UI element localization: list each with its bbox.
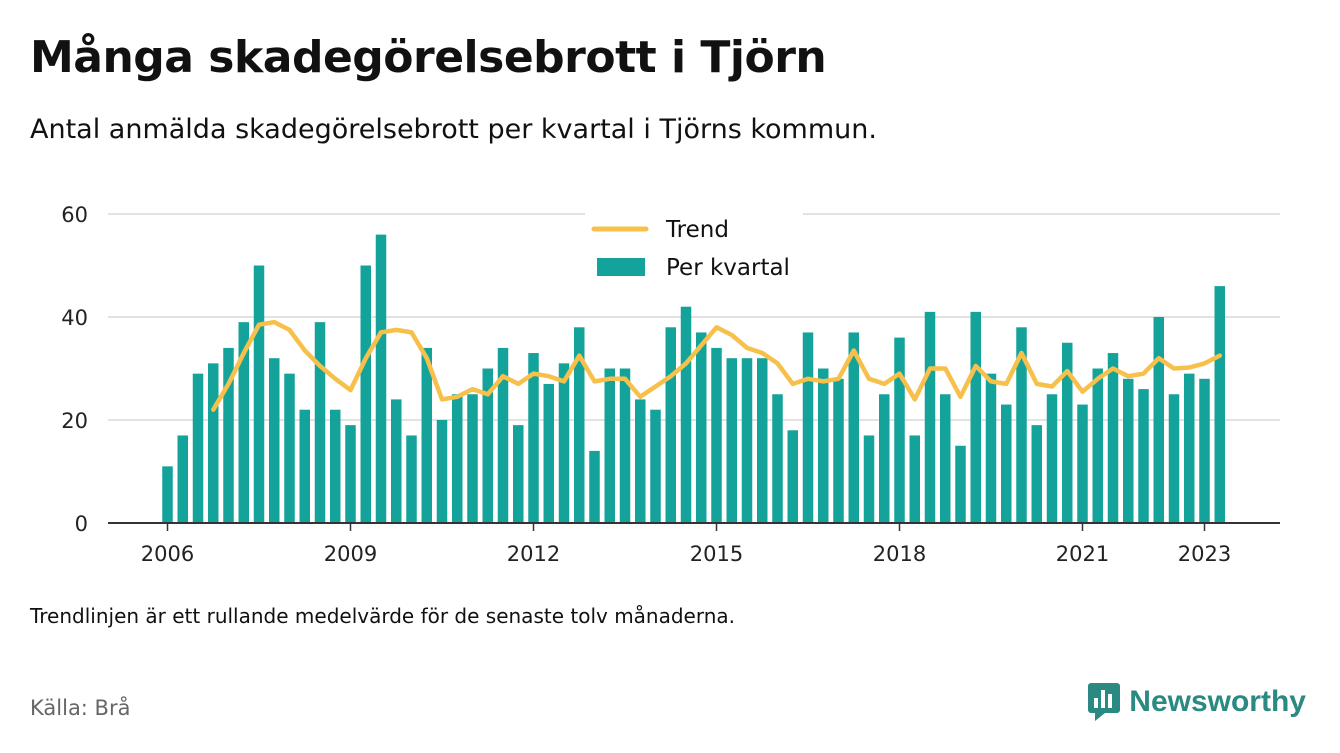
bar: [467, 394, 478, 523]
bar: [360, 265, 371, 523]
bar: [528, 353, 539, 523]
bar: [421, 347, 432, 523]
bar: [955, 445, 966, 523]
bar: [970, 311, 981, 523]
bar: [1199, 378, 1210, 523]
bar: [665, 327, 676, 523]
bar: [619, 368, 631, 523]
bar: [589, 450, 600, 523]
bar: [1062, 342, 1073, 523]
legend-bar-label: Per kvartal: [666, 255, 790, 281]
bar: [253, 265, 265, 523]
y-tick-label: 0: [75, 512, 88, 536]
bar: [772, 394, 783, 523]
bar: [406, 435, 417, 523]
newsworthy-logo-icon: [1088, 683, 1121, 721]
bar: [1214, 286, 1225, 523]
bar: [863, 435, 875, 523]
x-tick-label: 2023: [1178, 542, 1231, 566]
bar: [604, 368, 615, 523]
bar: [879, 394, 890, 523]
bar: [391, 399, 402, 523]
bar: [650, 409, 661, 523]
bar: [924, 311, 936, 523]
trend-series: [211, 319, 1223, 412]
bar: [497, 347, 509, 523]
bar: [574, 327, 585, 523]
bar: [1031, 425, 1042, 523]
bar: [818, 368, 829, 523]
y-tick-label: 40: [61, 306, 88, 330]
x-tick-label: 2015: [690, 542, 743, 566]
bar: [1046, 394, 1058, 523]
bar: [482, 368, 493, 523]
x-tick-label: 2006: [141, 542, 194, 566]
brand-logo: Newsworthy: [1087, 682, 1306, 722]
bar: [208, 363, 219, 523]
trend-line: [211, 319, 1223, 412]
axes: 0 20 40 60 2006 2009 2012 2015 2018 2021 2023: [61, 203, 1280, 566]
legend: Trend Per kvartal: [585, 210, 803, 290]
legend-background: [585, 210, 803, 290]
chart-subtitle: Antal anmälda skadegörelsebrott per kvar…: [30, 114, 877, 145]
bar: [513, 425, 524, 523]
y-tick-label: 20: [61, 409, 88, 433]
chart-note: Trendlinjen är ett rullande medelvärde f…: [30, 604, 736, 628]
bar-series: [162, 234, 1225, 523]
bar: [635, 399, 646, 523]
legend-trend-label: Trend: [665, 217, 729, 243]
bar: [1077, 404, 1088, 523]
bar: [1107, 353, 1119, 523]
bar: [757, 358, 768, 523]
bar: [284, 373, 295, 523]
source-label: Källa: Brå: [30, 696, 131, 720]
bar: [726, 358, 737, 523]
brand-name: Newsworthy: [1129, 685, 1306, 718]
bar: [1123, 378, 1134, 523]
bar: [1138, 389, 1149, 523]
bar: [833, 378, 844, 523]
bar: [909, 435, 920, 523]
x-tick-label: 2012: [507, 542, 560, 566]
bar: [1168, 394, 1180, 523]
bar: [802, 332, 814, 523]
bar: [1016, 327, 1027, 523]
bar: [314, 322, 326, 523]
bar: [680, 306, 692, 523]
x-tick-label: 2018: [873, 542, 926, 566]
bar: [711, 347, 722, 523]
x-tick-label: 2021: [1056, 542, 1109, 566]
bar: [985, 373, 997, 523]
bar: [894, 337, 905, 523]
bar: [452, 394, 463, 523]
bar: [436, 420, 448, 523]
bar: [192, 373, 204, 523]
y-tick-label: 60: [61, 203, 88, 227]
bar: [1153, 317, 1164, 523]
bar: [1001, 404, 1012, 523]
bar: [558, 363, 570, 523]
bar: [375, 234, 387, 523]
bar: [848, 332, 859, 523]
bar: [696, 332, 707, 523]
bar: [223, 347, 234, 523]
bar: [177, 435, 188, 523]
bar: [299, 409, 310, 523]
bar: [787, 430, 798, 523]
legend-bar-swatch: [597, 258, 645, 276]
bar: [162, 466, 173, 523]
bar: [345, 425, 356, 523]
bar: [940, 394, 951, 523]
chart-title: Många skadegörelsebrott i Tjörn: [30, 32, 827, 83]
bar: [1092, 368, 1103, 523]
bar: [238, 322, 249, 523]
bar: [1184, 373, 1195, 523]
bar: [741, 358, 753, 523]
bar: [269, 358, 280, 523]
chart-area: 0 20 40 60 2006 2009 2012 2015 2018 2021 2023 Tren…: [61, 203, 1280, 566]
bar: [330, 409, 341, 523]
x-tick-label: 2009: [324, 542, 377, 566]
bar: [543, 383, 554, 523]
